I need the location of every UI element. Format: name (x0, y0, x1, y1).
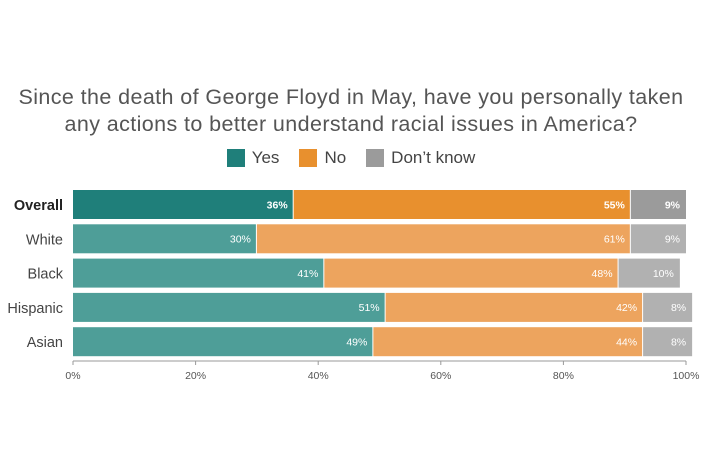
chart-title-line-1: Since the death of George Floyd in May, … (18, 85, 684, 109)
x-tick-label-80: 80% (553, 370, 574, 382)
category-label-white: White (26, 232, 63, 248)
legend-label-dont-know: Don’t know (391, 148, 476, 167)
bar-no-asian (373, 327, 643, 357)
data-label-yes-asian: 49% (346, 337, 367, 349)
category-label-hispanic: Hispanic (7, 301, 63, 317)
category-label-black: Black (28, 267, 64, 283)
legend-item-no: No (299, 148, 346, 168)
chart-legend: Yes No Don’t know (0, 148, 702, 168)
legend-swatch-yes (226, 149, 245, 167)
x-tick-label-100: 100% (673, 370, 700, 382)
bar-no-white (256, 224, 630, 254)
bar-yes-asian (73, 327, 373, 357)
data-label-yes-white: 30% (230, 234, 251, 246)
bar-don-t-know-black (618, 258, 680, 288)
x-tick-label-40: 40% (308, 370, 329, 382)
category-label-overall: Overall (14, 198, 63, 214)
data-label-no-white: 61% (604, 234, 625, 246)
bar-yes-black (73, 258, 324, 288)
data-label-yes-black: 41% (297, 268, 318, 280)
data-label-no-overall: 55% (604, 199, 626, 211)
bar-don-t-know-overall (630, 190, 686, 219)
data-label-don-t-know-hispanic: 8% (671, 302, 686, 314)
data-label-no-black: 48% (592, 268, 613, 280)
bar-don-t-know-hispanic (643, 292, 693, 322)
bar-yes-overall (73, 190, 293, 219)
data-label-don-t-know-white: 9% (665, 234, 680, 246)
bar-yes-white (73, 224, 256, 254)
legend-label-yes: Yes (251, 148, 280, 167)
data-label-no-asian: 44% (616, 337, 637, 349)
x-tick-label-60: 60% (430, 370, 451, 382)
legend-item-dont-know: Don’t know (366, 148, 475, 168)
chart-title: Since the death of George Floyd in May, … (0, 84, 702, 138)
bar-don-t-know-asian (643, 327, 693, 357)
legend-swatch-no (299, 149, 318, 167)
category-label-asian: Asian (27, 335, 63, 351)
data-label-yes-overall: 36% (267, 199, 289, 211)
bar-no-overall (293, 190, 630, 219)
bar-don-t-know-white (630, 224, 686, 254)
bar-yes-hispanic (73, 292, 385, 322)
data-label-don-t-know-black: 10% (653, 268, 674, 280)
chart-title-line-2: any actions to better understand racial … (64, 112, 638, 136)
legend-item-yes: Yes (226, 148, 280, 168)
data-label-no-hispanic: 42% (616, 302, 637, 314)
data-label-don-t-know-asian: 8% (671, 337, 686, 349)
data-label-don-t-know-overall: 9% (665, 199, 681, 211)
bar-no-black (324, 258, 618, 288)
data-label-yes-hispanic: 51% (359, 302, 380, 314)
x-tick-label-20: 20% (185, 370, 206, 382)
legend-label-no: No (324, 148, 347, 167)
legend-swatch-dont-know (366, 149, 385, 167)
bar-no-hispanic (385, 292, 643, 322)
x-tick-label-0: 0% (65, 370, 80, 382)
